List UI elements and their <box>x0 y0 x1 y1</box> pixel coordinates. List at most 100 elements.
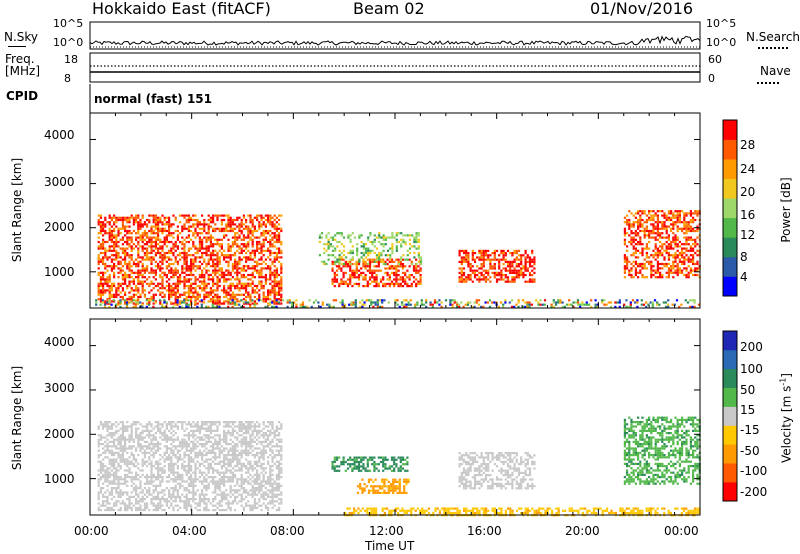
power-cell <box>220 269 223 272</box>
velocity-cell <box>117 495 120 498</box>
power-cell <box>295 303 298 306</box>
velocity-cell <box>124 502 127 505</box>
power-cell <box>181 293 184 296</box>
velocity-cell <box>163 471 166 474</box>
power-cell <box>102 282 105 285</box>
power-cell <box>502 267 505 270</box>
velocity-cell <box>168 473 171 476</box>
power-cell <box>110 236 113 239</box>
power-cell <box>234 251 237 255</box>
power-cell <box>253 303 256 306</box>
power-cell <box>253 305 256 308</box>
power-cell <box>251 282 254 285</box>
power-cell <box>694 273 697 277</box>
power-cell <box>165 273 168 277</box>
velocity-cell <box>179 456 182 459</box>
velocity-cell <box>119 445 122 448</box>
power-cell <box>108 280 111 283</box>
power-cell <box>179 251 182 255</box>
velocity-cell <box>110 454 113 457</box>
power-cell <box>506 263 510 266</box>
velocity-cell <box>157 425 160 428</box>
power-cell <box>108 236 111 239</box>
velocity-cell <box>137 443 140 446</box>
power-cell <box>139 293 142 296</box>
power-cell <box>113 234 116 237</box>
power-cell <box>256 302 259 305</box>
power-cell <box>634 271 637 274</box>
power-cell <box>150 232 153 235</box>
power-cell <box>667 303 670 306</box>
power-cell <box>249 267 252 270</box>
velocity-cell <box>207 440 210 443</box>
velocity-cell <box>187 432 190 435</box>
velocity-cell <box>121 500 124 503</box>
power-cell <box>693 305 696 308</box>
power-cell <box>670 212 673 215</box>
velocity-cell <box>102 482 105 485</box>
velocity-cell <box>174 478 177 481</box>
power-cell <box>99 227 102 230</box>
velocity-cell <box>121 432 124 435</box>
power-cell <box>247 291 250 294</box>
velocity-ytick-4000: 4000 <box>44 335 75 349</box>
power-cell <box>154 247 157 250</box>
power-cell <box>419 278 422 281</box>
power-cell <box>231 284 234 288</box>
velocity-cell <box>203 454 206 457</box>
power-cell <box>325 249 328 252</box>
velocity-cell <box>176 445 179 448</box>
velocity-cell <box>128 434 131 437</box>
power-cell <box>130 289 133 292</box>
power-cell <box>115 265 118 268</box>
velocity-cell <box>110 489 113 492</box>
power-cell <box>675 299 679 302</box>
power-cell <box>465 256 468 259</box>
power-cell <box>163 293 166 296</box>
xtick-0800: 08:00 <box>270 524 305 538</box>
velocity-cell <box>187 498 190 501</box>
velocity-cell <box>203 449 206 452</box>
power-cell <box>517 263 521 266</box>
power-cell <box>108 223 111 226</box>
power-cell <box>325 236 328 239</box>
power-cell <box>256 284 259 288</box>
velocity-cell <box>176 465 179 468</box>
power-cell <box>203 289 206 292</box>
power-cell <box>393 267 396 270</box>
velocity-cell <box>205 427 208 430</box>
power-cell <box>181 256 184 259</box>
power-cell <box>331 254 335 257</box>
power-cell <box>664 305 668 308</box>
power-cell <box>141 214 144 217</box>
power-cell <box>137 240 140 244</box>
velocity-cell <box>119 489 122 492</box>
power-cell <box>209 225 212 228</box>
velocity-cell <box>159 427 162 430</box>
power-cell <box>667 258 670 261</box>
power-cell <box>112 299 115 302</box>
power-cell <box>113 216 116 219</box>
velocity-cell <box>135 487 138 490</box>
power-cell <box>198 273 201 277</box>
power-cell <box>531 274 534 277</box>
power-cell <box>473 276 477 279</box>
power-cell <box>349 240 352 244</box>
power-cell <box>280 278 283 281</box>
power-cell <box>648 234 651 237</box>
power-cell <box>214 271 217 274</box>
power-cell <box>124 271 127 274</box>
power-cell <box>280 293 283 296</box>
power-cell <box>115 218 118 222</box>
power-cell <box>165 265 168 268</box>
power-cell <box>157 243 160 246</box>
power-cell <box>187 293 190 296</box>
velocity-cell <box>170 493 173 496</box>
power-cell <box>590 299 593 302</box>
velocity-cell <box>198 462 201 465</box>
power-cell <box>391 232 394 235</box>
velocity-cell <box>139 434 142 437</box>
power-cell <box>108 299 111 302</box>
velocity-cell <box>159 436 162 439</box>
power-cell <box>515 265 518 268</box>
